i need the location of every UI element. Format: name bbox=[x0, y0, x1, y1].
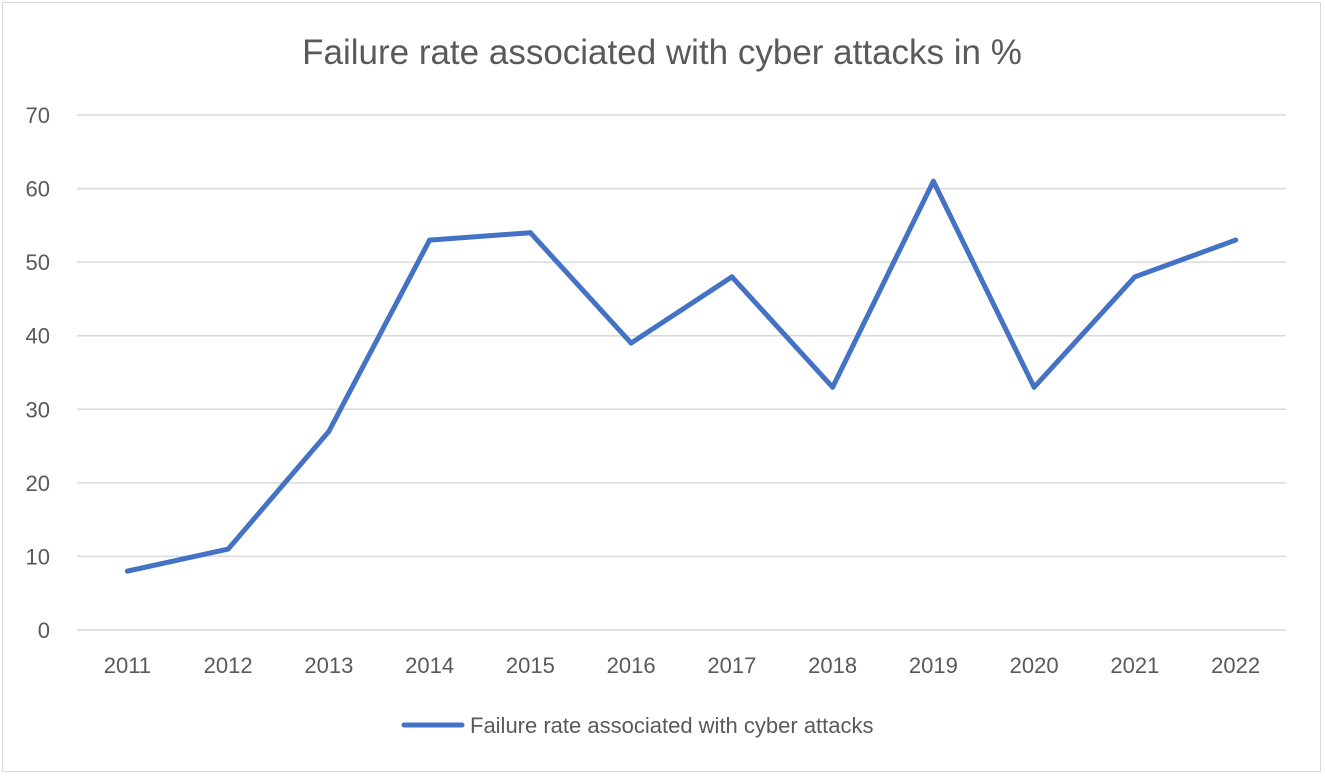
x-tick-label: 2017 bbox=[707, 653, 756, 678]
y-tick-label: 50 bbox=[26, 250, 50, 275]
y-tick-label: 10 bbox=[26, 544, 50, 569]
data-point bbox=[1031, 384, 1037, 390]
data-point bbox=[326, 428, 332, 434]
x-tick-label: 2019 bbox=[909, 653, 958, 678]
x-tick-label: 2015 bbox=[506, 653, 555, 678]
data-point bbox=[1233, 237, 1239, 243]
data-point bbox=[225, 546, 231, 552]
x-tick-label: 2016 bbox=[607, 653, 656, 678]
y-tick-label: 40 bbox=[26, 324, 50, 349]
series-layer bbox=[124, 178, 1239, 574]
y-tick-label: 20 bbox=[26, 471, 50, 496]
x-tick-label: 2014 bbox=[405, 653, 454, 678]
x-tick-label: 2022 bbox=[1211, 653, 1260, 678]
data-point bbox=[124, 568, 130, 574]
x-tick-label: 2012 bbox=[204, 653, 253, 678]
data-point bbox=[930, 178, 936, 184]
data-point bbox=[527, 230, 533, 236]
x-tick-label: 2011 bbox=[104, 653, 151, 678]
data-point bbox=[729, 274, 735, 280]
x-tick-label: 2020 bbox=[1010, 653, 1059, 678]
data-point bbox=[628, 340, 634, 346]
legend: Failure rate associated with cyber attac… bbox=[401, 713, 874, 738]
legend-label: Failure rate associated with cyber attac… bbox=[470, 713, 874, 738]
x-axis-ticks: 2011 2012 2013 2014 2015 2016 2017 2018 2019 2020… bbox=[104, 653, 1260, 678]
y-tick-label: 0 bbox=[38, 618, 50, 643]
y-tick-label: 60 bbox=[26, 177, 50, 202]
gridlines bbox=[77, 114, 1286, 631]
data-point bbox=[1132, 274, 1138, 280]
chart-title: Failure rate associated with cyber attac… bbox=[302, 33, 1022, 72]
y-axis-ticks: 0 10 20 30 40 50 60 70 bbox=[26, 103, 50, 643]
y-tick-label: 30 bbox=[26, 397, 50, 422]
y-tick-label: 70 bbox=[26, 103, 50, 128]
series-line bbox=[124, 178, 1239, 574]
x-tick-label: 2021 bbox=[1110, 653, 1159, 678]
data-point bbox=[830, 384, 836, 390]
x-tick-label: 2018 bbox=[808, 653, 857, 678]
x-tick-label: 2013 bbox=[304, 653, 353, 678]
data-point bbox=[427, 237, 433, 243]
